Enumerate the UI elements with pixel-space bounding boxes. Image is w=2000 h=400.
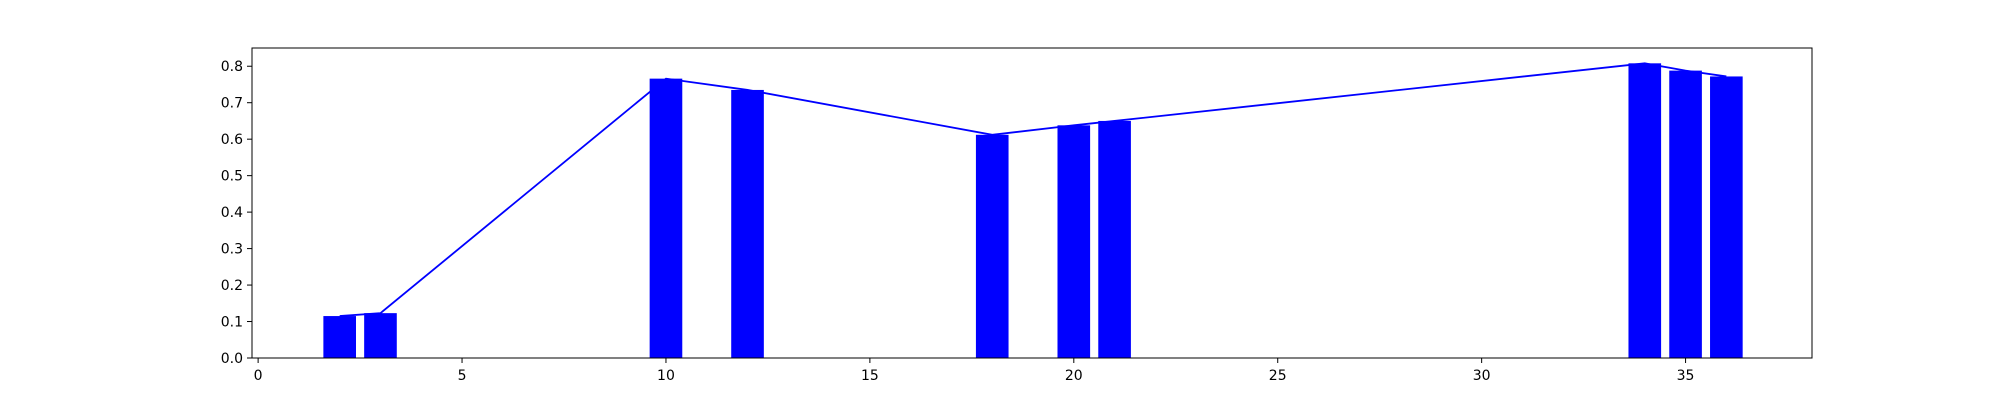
x-tick-label-4: 20 [1065,368,1083,384]
y-tick-label-5: 0.5 [221,169,243,185]
y-tick-label-7: 0.7 [221,96,243,112]
plot-frame [251,47,1813,359]
bar-4 [975,134,1009,358]
x-tick-label-2: 10 [657,368,675,384]
bar-3 [731,89,764,359]
series-line [339,62,1727,317]
y-tick-label-4: 0.4 [221,205,243,221]
x-tick-label-3: 15 [861,368,879,384]
x-tick-label-0: 0 [254,368,263,384]
x-tick-label-1: 5 [458,368,467,384]
bar-7 [1628,63,1662,358]
x-axis: 0 5 10 15 20 25 30 35 [254,358,1695,384]
x-tick-label-7: 35 [1677,368,1695,384]
bar-9 [1710,76,1743,359]
bar-0 [323,316,356,358]
bar-1 [364,313,397,358]
y-tick-label-0: 0.0 [221,351,243,367]
line-series [339,62,1727,317]
y-tick-label-8: 0.8 [221,59,243,75]
y-tick-label-2: 0.2 [221,278,243,294]
bar-8 [1669,70,1702,359]
x-tick-label-5: 25 [1269,368,1287,384]
y-tick-label-3: 0.3 [221,242,243,258]
bar-5 [1057,125,1091,358]
bar-series [323,63,1743,359]
y-axis: 0.0 0.1 0.2 0.3 0.4 0.5 0.6 0.7 0.8 [221,59,252,367]
y-tick-label-6: 0.6 [221,132,243,148]
x-tick-label-6: 30 [1473,368,1491,384]
y-tick-label-1: 0.1 [221,315,243,331]
bar-6 [1098,120,1131,358]
bar-2 [649,78,683,359]
